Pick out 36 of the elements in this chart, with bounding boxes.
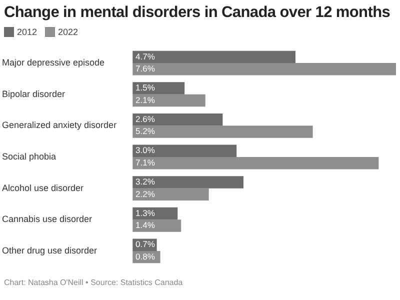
data-label: 1.4% [136,220,156,230]
data-label: 7.1% [136,157,156,168]
bar [132,220,182,232]
bar [132,157,379,170]
data-label: 0.7% [136,239,156,250]
legend-label: 2022 [57,26,78,38]
data-label: 5.2% [136,126,156,136]
bar [132,188,209,201]
data-label: 7.6% [136,64,156,74]
data-label: 1.5% [136,82,156,93]
bar [132,63,396,76]
bar [132,113,223,126]
y-tick-label: Alcohol use disorder [2,182,84,193]
data-label: 2.2% [136,188,156,199]
bar [132,126,313,138]
bar [132,82,185,94]
data-label: 2.1% [136,94,156,105]
bar [132,176,244,188]
legend-label: 2012 [16,26,38,38]
y-tick-label: Social phobia [2,151,56,162]
bar [132,94,206,107]
data-label: 3.0% [136,145,156,156]
y-tick-label: Major depressive episode [2,58,105,68]
data-label: 2.6% [136,114,156,124]
data-label: 3.2% [136,176,156,187]
bar [132,144,237,157]
bar [132,50,296,64]
data-label: 4.7% [136,51,156,62]
y-tick-label: Other drug use disorder [2,245,98,256]
chart-title: Change in mental disorders in Canada over 12 months [4,4,392,22]
y-tick-label: Generalized anxiety disorder [2,120,117,130]
data-label: 0.8% [136,251,156,262]
y-tick-label: Cannabis use disorder [2,214,92,224]
data-label: 1.3% [136,208,156,218]
y-tick-label: Bipolar disorder [2,88,66,99]
text: Chart: Natasha O'Neill • Source: Statistics Canada [4,278,184,287]
